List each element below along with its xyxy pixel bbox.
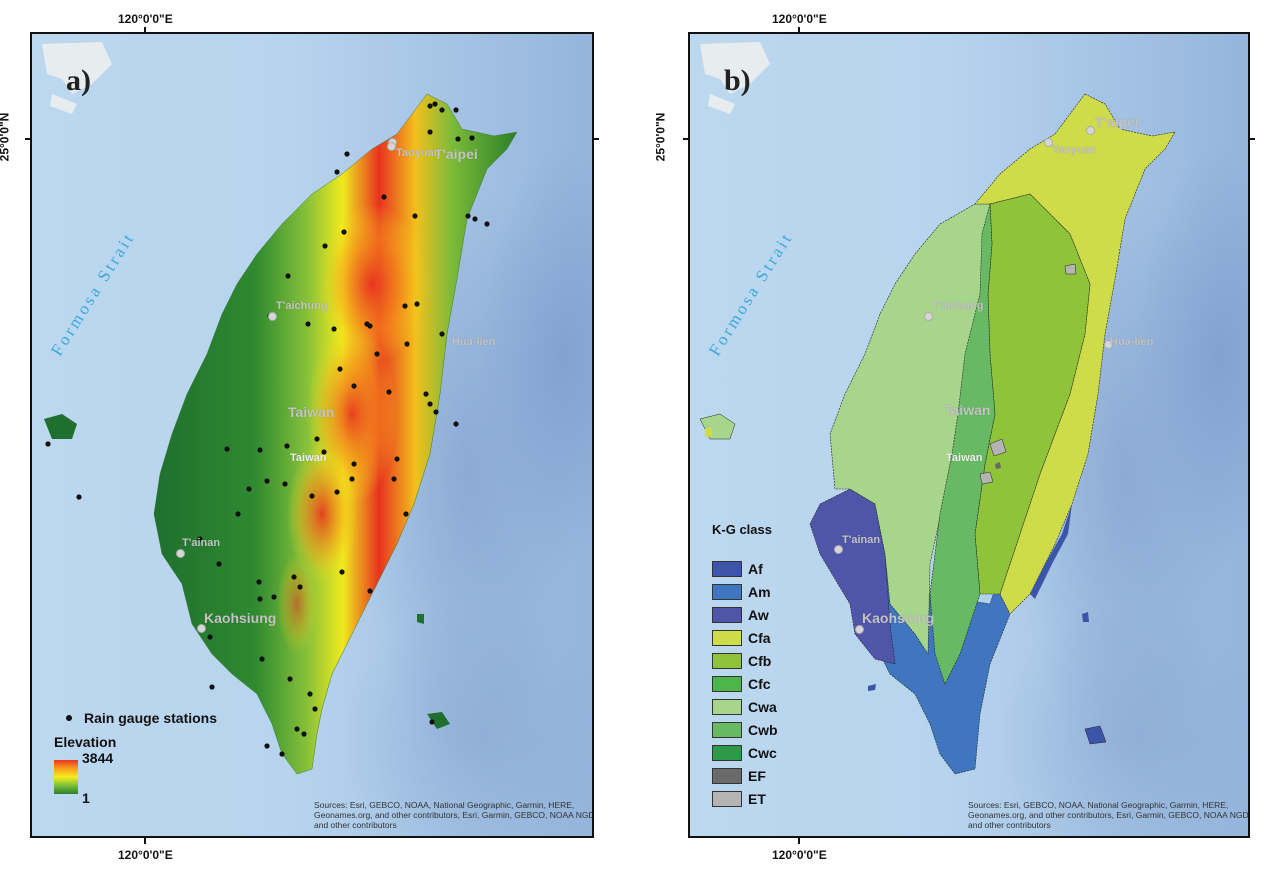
taiwan-kg-class-map [699,42,1176,775]
swatch-aw [712,606,742,623]
legend-label-cfb: Cfb [748,652,772,669]
legend-rain-gauge-row: Rain gauge stations [54,710,217,726]
tick-left-b [683,138,689,140]
legend-label-aw: Aw [748,606,769,623]
city-marker-hualien [1104,340,1113,349]
city-marker-taichung [268,312,277,321]
city-marker-tainan [834,545,843,554]
swatch-cfa [712,629,742,646]
swatch-cfb [712,652,742,669]
legend-item-cfc: Cfc [712,672,778,695]
region-label-taiwan: Taiwan [288,404,335,420]
legend-kg-title: K-G class [712,522,772,537]
city-label-taoyuan: Taoyuan [396,147,441,159]
legend-rain-gauge-label: Rain gauge stations [84,710,218,726]
city-label-hualien: Hua-lien [452,336,496,348]
kg-class-legend: K-G class Af Am Aw Cfa Cfb Cfc Cwa Cwb C… [712,522,778,810]
tick-left-a [25,138,31,140]
rain-gauge-dot-icon [66,715,72,721]
city-marker-kaohsiung [197,624,206,633]
map-sources-attribution: Sources: Esri, GEBCO, NOAA, National Geo… [314,800,594,830]
legend-item-cwc: Cwc [712,741,778,764]
longitude-label-top-a: 120°0'0"E [118,12,173,26]
legend-label-cwb: Cwb [748,721,778,738]
legend-label-ef: EF [748,767,766,784]
elevation-max-label: 3844 [82,750,114,766]
longitude-label-bottom-a: 120°0'0"E [118,848,173,862]
city-marker-kaohsiung [855,625,864,634]
legend-label-cfa: Cfa [748,629,771,646]
city-label-taoyuan: Taoyuan [1052,144,1097,156]
panel-label-b: b) [724,64,751,97]
swatch-af [712,560,742,577]
legend-label-am: Am [748,583,771,600]
taiwan-elevation-map [42,42,518,775]
city-marker-taichung [924,312,933,321]
latitude-label-left-b: 25°0'0"N [653,112,668,162]
koppen-geiger-map-panel: b) Formosa Strait T'aipei Taoyuan T'aich… [688,32,1250,838]
city-label-taiwan: Taiwan [290,452,327,464]
legend-label-cwc: Cwc [748,744,777,761]
tick-bottom-b [798,838,800,844]
panel-label-a: a) [66,64,91,97]
swatch-cwc [712,744,742,761]
swatch-cwb [712,721,742,738]
tick-top-b [798,27,800,33]
longitude-label-top-b: 120°0'0"E [772,12,827,26]
city-label-tainan: T'ainan [182,537,221,549]
legend-item-et: ET [712,787,778,810]
tick-bottom-a [144,838,146,844]
city-label-tainan: T'ainan [842,534,881,546]
city-label-taiwan: Taiwan [946,452,983,464]
swatch-et [712,790,742,807]
legend-item-af: Af [712,557,778,580]
swatch-cwa [712,698,742,715]
city-marker-taipei [1086,126,1095,135]
legend-label-cwa: Cwa [748,698,777,715]
legend-elevation-title: Elevation [54,734,117,750]
map-sources-attribution: Sources: Esri, GEBCO, NOAA, National Geo… [968,800,1250,830]
swatch-cfc [712,675,742,692]
rain-gauge-stations [45,101,490,757]
city-label-taichung: T'aichung [276,300,328,312]
city-label-kaohsiung: Kaohsiung [204,610,277,626]
city-marker-tainan [176,549,185,558]
elevation-min-label: 1 [82,790,90,806]
tick-right-a [593,138,599,140]
legend-label-af: Af [748,560,763,577]
elevation-color-ramp [54,760,78,794]
tick-top-a [144,27,146,33]
legend-item-cfa: Cfa [712,626,778,649]
legend-item-ef: EF [712,764,778,787]
legend-item-cfb: Cfb [712,649,778,672]
city-label-hualien: Hua-lien [1110,336,1154,348]
swatch-ef [712,767,742,784]
city-label-kaohsiung: Kaohsiung [862,610,935,626]
legend-item-cwa: Cwa [712,695,778,718]
longitude-label-bottom-b: 120°0'0"E [772,848,827,862]
legend-item-aw: Aw [712,603,778,626]
legend-item-am: Am [712,580,778,603]
city-label-taipei: T'aipei [1095,114,1139,130]
legend-label-cfc: Cfc [748,675,771,692]
region-label-taiwan: Taiwan [944,402,991,418]
legend-item-cwb: Cwb [712,718,778,741]
elevation-map-panel: a) Formosa Strait T'aipei Taoyuan T'aich… [30,32,594,838]
tick-right-b [1249,138,1255,140]
swatch-am [712,583,742,600]
city-label-taichung: T'aichung [932,300,984,312]
city-label-taipei: T'aipei [434,146,478,162]
latitude-label-left-a: 25°0'0"N [0,112,12,162]
legend-label-et: ET [748,790,766,807]
city-marker-taoyuan [387,142,396,151]
city-marker-taoyuan [1044,138,1053,147]
elevation-legend: Rain gauge stations Elevation 3844 1 [54,710,217,806]
